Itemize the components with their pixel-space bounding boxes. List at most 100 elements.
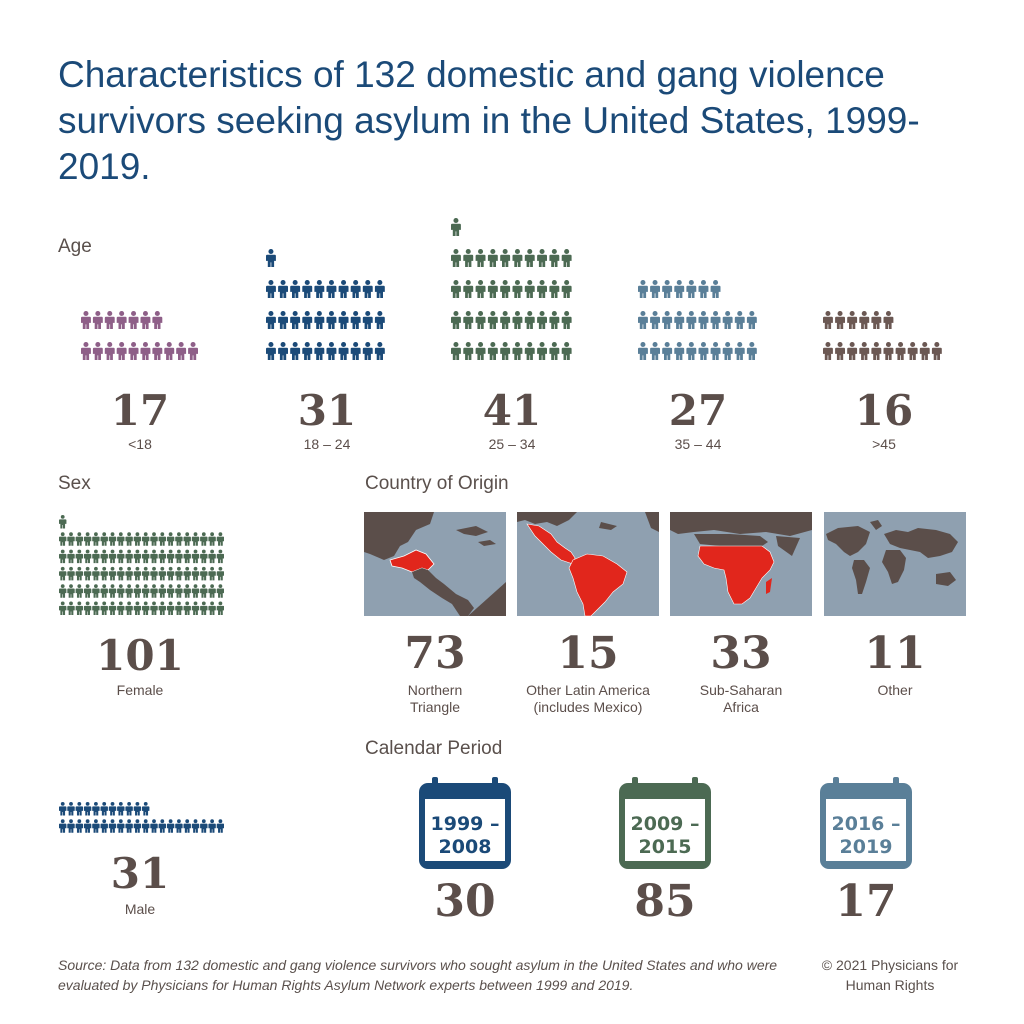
age-under-18-person	[116, 342, 127, 360]
age-35-44-person	[686, 280, 697, 298]
age-18-24-person	[350, 280, 361, 298]
sex-female-person	[125, 584, 133, 598]
age-over-45-person	[883, 311, 894, 329]
age-25-34-person	[561, 280, 572, 298]
age-18-24-person	[266, 342, 276, 360]
age-label-over-45: >45	[872, 436, 896, 452]
age-25-34-person	[512, 280, 523, 298]
sex-female-person	[142, 584, 150, 598]
sex-female-person	[67, 532, 75, 546]
copyright-line-2: Human Rights	[845, 977, 935, 993]
age-under-18-person	[104, 311, 115, 329]
age-25-34-person	[463, 280, 474, 298]
calendar-icon-2009-2015: 2009 – 2015	[618, 777, 712, 869]
age-25-34-person	[463, 311, 474, 329]
age-18-24-person	[266, 249, 276, 267]
age-25-34-person	[451, 218, 461, 236]
age-under-18-person	[176, 342, 187, 360]
age-18-24-person	[350, 342, 361, 360]
sex-female-person	[92, 567, 100, 581]
age-under-18-person	[128, 342, 139, 360]
origin-label-northern-triangle-line2: Triangle	[409, 699, 461, 715]
age-18-24-person	[314, 311, 325, 329]
sex-section-label: Sex	[58, 473, 91, 494]
age-18-24-person	[374, 342, 385, 360]
sex-female-person	[59, 532, 67, 546]
age-value-35-44: 27	[668, 386, 728, 435]
age-over-45-person	[931, 342, 942, 360]
sex-female-person	[150, 549, 158, 564]
age-25-34-person	[451, 311, 461, 329]
sex-female-person	[200, 532, 208, 546]
age-over-45-person	[883, 342, 894, 360]
sex-female-person	[108, 549, 117, 564]
sex-female-person	[75, 549, 84, 564]
latin-america-map	[517, 512, 659, 616]
sex-female-person	[158, 532, 167, 546]
age-35-44-person	[722, 342, 733, 360]
age-over-45-person	[835, 311, 845, 329]
sex-female-person	[166, 601, 175, 616]
sex-male-person	[75, 802, 84, 816]
source-note: Source: Data from 132 domestic and gang …	[58, 957, 778, 993]
sex-female-person	[200, 584, 208, 598]
age-25-34-person	[524, 280, 535, 298]
age-over-45-person	[823, 342, 833, 360]
age-25-34-person	[512, 249, 523, 267]
origin-value-other: 11	[864, 628, 926, 679]
sex-female-person	[208, 601, 216, 616]
age-over-45-person	[859, 342, 870, 360]
age-18-24-person	[302, 342, 313, 360]
origin-label-other-line1: Other	[877, 682, 913, 698]
age-18-24-person	[326, 342, 337, 360]
sex-female-person	[133, 532, 142, 546]
age-25-34-person	[537, 311, 547, 329]
age-under-18-person	[92, 311, 103, 329]
sex-female-person	[59, 601, 67, 616]
age-25-34-person	[487, 311, 498, 329]
sex-male-person	[125, 819, 133, 834]
sex-female-person	[216, 567, 224, 581]
sex-female-person	[158, 584, 167, 598]
sex-female-person	[67, 601, 75, 616]
sex-female-person	[100, 549, 108, 564]
age-under-18-person	[81, 311, 91, 329]
age-value-under-18: 17	[110, 386, 170, 435]
sex-female-person	[108, 532, 117, 546]
age-25-34-person	[561, 249, 572, 267]
sex-female-person	[208, 532, 216, 546]
age-18-24-person	[314, 342, 325, 360]
calendar-text-2016-2019-line2: 2019	[839, 836, 893, 858]
sex-male-person	[92, 819, 100, 834]
age-over-45-person	[871, 342, 882, 360]
sex-female-person	[67, 567, 75, 581]
sex-male-person	[108, 802, 117, 816]
age-18-24-person	[326, 311, 337, 329]
sex-male-person	[108, 819, 117, 834]
sex-female-person	[216, 532, 224, 546]
sex-female-person	[208, 567, 216, 581]
age-25-34-person	[512, 342, 523, 360]
age-18-24-person	[338, 311, 349, 329]
age-under-18-person	[164, 342, 175, 360]
age-35-44-person	[734, 342, 745, 360]
origin-label-other: Other	[835, 682, 955, 699]
sex-female-person	[75, 601, 84, 616]
sex-female-person	[92, 601, 100, 616]
age-18-24-person	[290, 311, 301, 329]
age-18-24-person	[266, 280, 276, 298]
sex-male-person	[92, 802, 100, 816]
sex-female-person	[83, 601, 92, 616]
age-35-44-person	[698, 280, 709, 298]
sex-male-person	[100, 802, 108, 816]
age-18-24-person	[278, 280, 288, 298]
age-25-34-person	[549, 342, 560, 360]
sex-female-person	[142, 549, 150, 564]
sex-female-person	[216, 584, 224, 598]
age-35-44-person	[638, 342, 648, 360]
sex-female-person	[108, 601, 117, 616]
sex-female-person	[125, 601, 133, 616]
sex-female-person	[100, 584, 108, 598]
age-25-34-person	[500, 249, 511, 267]
age-35-44-person	[674, 311, 685, 329]
